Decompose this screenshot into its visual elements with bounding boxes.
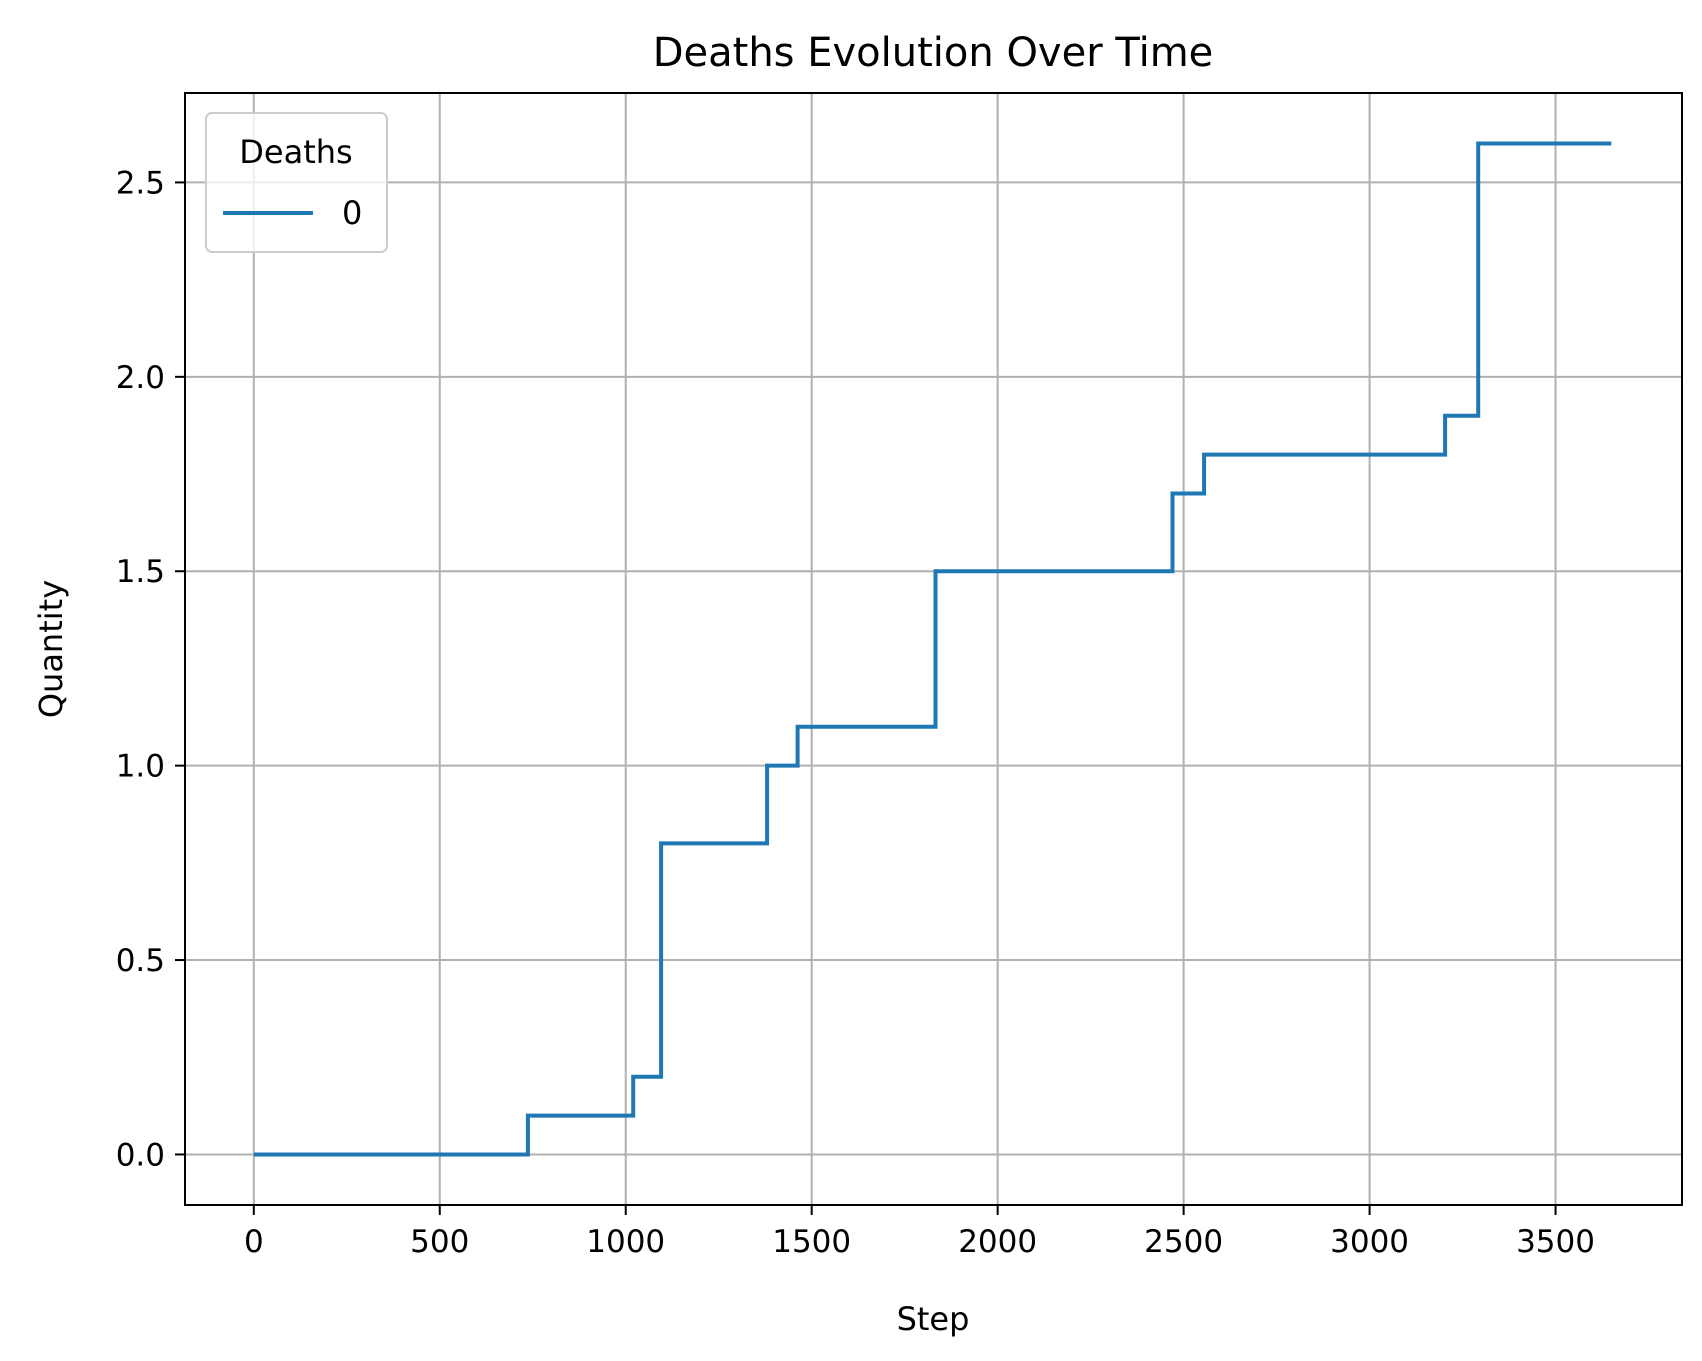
- y-tick-label: 2.5: [116, 165, 165, 201]
- x-tick-label: 500: [410, 1224, 469, 1260]
- y-axis-label: Quantity: [32, 580, 70, 718]
- legend: Deaths 0: [205, 112, 388, 253]
- x-axis: 0 500 1000 1500 2000 2500 3000 3500: [244, 1205, 1595, 1260]
- x-axis-label: Step: [897, 1300, 970, 1338]
- y-tick-label: 0.5: [116, 943, 165, 979]
- x-tick-label: 2000: [958, 1224, 1037, 1260]
- x-tick-label: 1000: [586, 1224, 665, 1260]
- legend-entry-label: 0: [342, 194, 362, 232]
- series-line: [253, 141, 1612, 1157]
- plot-frame: [184, 92, 1683, 1206]
- x-tick-label: 3000: [1330, 1224, 1409, 1260]
- x-tick-label: 0: [244, 1224, 264, 1260]
- legend-box: [205, 112, 388, 253]
- y-tick-label: 0.0: [116, 1137, 165, 1173]
- y-tick-label: 2.0: [116, 360, 165, 396]
- series-layer: [253, 141, 1612, 1157]
- x-tick-label: 1500: [772, 1224, 851, 1260]
- y-axis: 0.0 0.5 1.0 1.5 2.0 2.5: [116, 165, 185, 1173]
- y-tick-label: 1.0: [116, 749, 165, 785]
- x-tick-label: 2500: [1144, 1224, 1223, 1260]
- x-tick-label: 3500: [1516, 1224, 1595, 1260]
- y-tick-label: 1.5: [116, 554, 165, 590]
- chart-title: Deaths Evolution Over Time: [653, 30, 1214, 76]
- legend-title: Deaths: [239, 133, 352, 171]
